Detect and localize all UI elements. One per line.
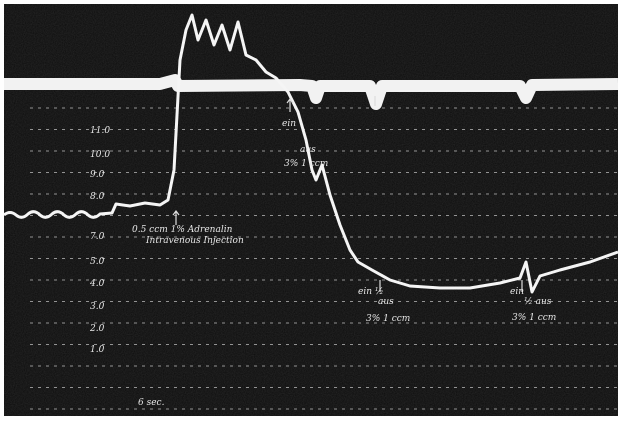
annotation: ½ aus <box>524 296 552 307</box>
annotation: ein <box>282 119 296 129</box>
page: 11.0 10.0 9.0 8.0 7.0 5.0 4.0 3.0 2.0 1.0 0.5 ccm… <box>0 0 622 423</box>
scale-label: 1.0 <box>90 345 105 355</box>
scale-label: 10.0 <box>90 150 110 160</box>
annotation: 3% 1 ccm <box>512 313 556 323</box>
scale-label: 4.0 <box>89 279 105 289</box>
scale-label: 7.0 <box>90 232 105 242</box>
annotation: aus <box>378 297 394 307</box>
scale-label: 5.0 <box>90 257 105 267</box>
annotation: ein <box>510 287 524 297</box>
scale-label: 2.0 <box>89 324 105 334</box>
injection-note: Intravenous Injection <box>145 236 244 246</box>
annotation: 3% 1 ccm <box>366 314 410 324</box>
kymograph-photo: 11.0 10.0 9.0 8.0 7.0 5.0 4.0 3.0 2.0 1.0 0.5 ccm… <box>0 0 622 423</box>
annotation: 3% 1 ccm <box>284 159 328 169</box>
time-note: 6 sec. <box>138 398 165 408</box>
scale-label: 11.0 <box>90 126 110 136</box>
annotation: ein ½ <box>358 286 384 297</box>
scale-label: 9.0 <box>90 170 105 180</box>
annotation: aus <box>300 145 316 155</box>
scale-label: 3.0 <box>90 302 105 312</box>
injection-note: 0.5 ccm 1% Adrenalin <box>132 225 233 235</box>
scale-label: 8.0 <box>90 192 105 202</box>
